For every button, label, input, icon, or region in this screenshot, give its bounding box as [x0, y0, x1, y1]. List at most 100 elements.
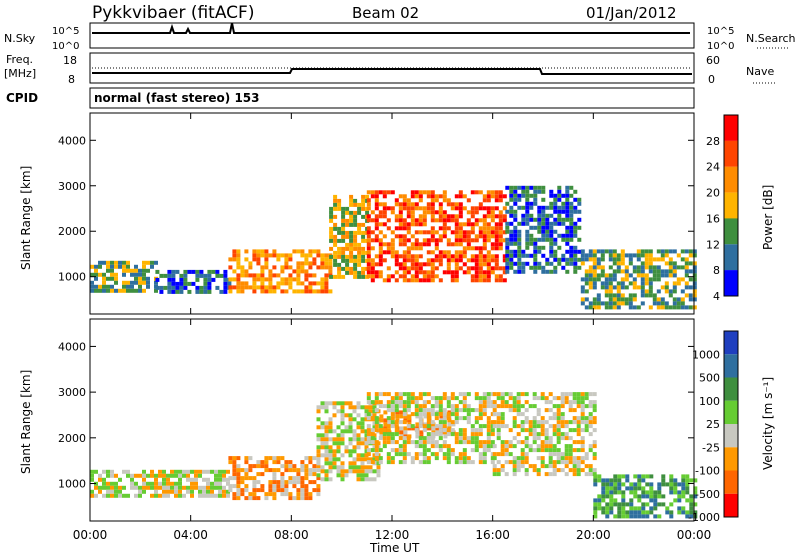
velocity-cell: [592, 456, 597, 461]
velocity-cell: [621, 502, 626, 507]
power-cell: [175, 289, 180, 294]
power-cell: [414, 278, 419, 283]
power-cell: [517, 249, 522, 254]
power-cell: [454, 266, 459, 271]
power-cell: [474, 270, 479, 275]
velocity-cell: [390, 404, 395, 409]
power-cell: [203, 277, 208, 282]
power-cell: [430, 266, 435, 271]
velocity-cell: [288, 460, 293, 465]
velocity-cell: [516, 464, 521, 469]
power-cell: [676, 301, 681, 306]
velocity-cell: [470, 432, 475, 437]
velocity-cell: [504, 448, 509, 453]
velocity-cell: [114, 493, 118, 498]
power-cell: [505, 241, 510, 246]
velocity-cell: [681, 490, 686, 495]
power-cell: [573, 205, 578, 210]
velocity-cell: [280, 456, 285, 461]
velocity-cell: [597, 474, 602, 479]
power-cell: [688, 253, 693, 258]
velocity-cell: [524, 460, 529, 465]
power-cell: [533, 201, 538, 206]
power-cell: [588, 277, 593, 282]
power-cell: [494, 266, 499, 271]
power-cell: [502, 194, 507, 199]
power-cell: [394, 254, 399, 259]
power-cell: [517, 265, 522, 270]
velocity-cell: [328, 401, 333, 406]
power-cell: [600, 285, 605, 290]
velocity-cell: [150, 469, 154, 474]
power-cell: [688, 297, 693, 302]
velocity-cell: [548, 444, 553, 449]
velocity-cell: [641, 502, 646, 507]
power-cell: [660, 257, 665, 262]
power-cell: [660, 269, 665, 274]
velocity-cell: [410, 412, 415, 417]
power-cell: [434, 242, 439, 247]
velocity-cell: [474, 436, 479, 441]
velocity-cell: [379, 430, 384, 435]
velocity-cell: [637, 498, 642, 503]
velocity-cell: [202, 485, 206, 490]
velocity-cell: [383, 410, 388, 415]
velocity-cell: [296, 492, 301, 497]
velocity-cell: [556, 408, 561, 413]
power-cell: [316, 253, 321, 258]
power-cell: [533, 257, 538, 262]
power-cell: [102, 272, 106, 277]
velocity-cell: [572, 456, 577, 461]
velocity-cell: [352, 417, 357, 422]
velocity-cell: [374, 440, 379, 445]
power-cell: [482, 234, 487, 239]
velocity-cell: [520, 392, 525, 397]
power-cell: [260, 281, 265, 286]
power-cell: [345, 206, 350, 211]
velocity-ytick-label: 4000: [58, 340, 86, 353]
power-cell: [215, 269, 220, 274]
power-cell: [553, 221, 558, 226]
velocity-cell: [328, 461, 333, 466]
velocity-cell: [552, 424, 557, 429]
power-cell: [509, 241, 514, 246]
velocity-cell: [430, 404, 435, 409]
power-cell: [513, 197, 518, 202]
power-cell: [410, 262, 415, 267]
power-cell: [533, 237, 538, 242]
velocity-cell: [508, 428, 513, 433]
power-cell: [398, 262, 403, 267]
power-cell: [378, 258, 383, 263]
power-cell: [498, 226, 503, 231]
velocity-cell: [657, 482, 662, 487]
power-cell: [608, 305, 613, 310]
velocity-cell: [430, 452, 435, 457]
power-cell: [341, 254, 346, 259]
velocity-cell: [685, 510, 690, 515]
power-cell: [280, 277, 285, 282]
velocity-cell: [316, 488, 321, 493]
power-cell: [333, 262, 338, 267]
power-cell: [398, 194, 403, 199]
velocity-cell: [500, 468, 505, 473]
velocity-cell: [653, 498, 658, 503]
velocity-cell: [458, 460, 463, 465]
power-cell: [264, 257, 269, 262]
velocity-cell: [446, 448, 451, 453]
velocity-cell: [414, 440, 419, 445]
velocity-cell: [613, 482, 618, 487]
velocity-cell: [352, 405, 357, 410]
power-cell: [434, 218, 439, 223]
power-cell: [592, 305, 597, 310]
velocity-cell: [446, 404, 451, 409]
velocity-cell: [572, 440, 577, 445]
power-cell: [502, 278, 507, 283]
velocity-cell: [500, 400, 505, 405]
power-cell: [434, 210, 439, 215]
power-cell: [612, 253, 617, 258]
velocity-cell: [102, 493, 106, 498]
velocity-cell: [649, 474, 654, 479]
velocity-cell: [390, 408, 395, 413]
velocity-cell: [398, 392, 403, 397]
